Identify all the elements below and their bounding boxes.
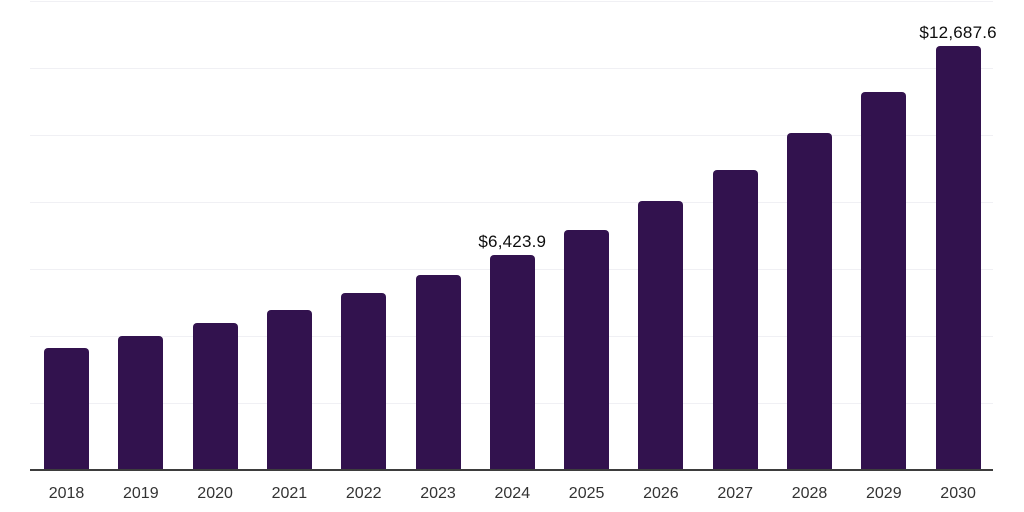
x-tick-2018: 2018 — [48, 485, 85, 502]
bar-2026 — [638, 201, 684, 470]
bar-2030 — [935, 45, 981, 470]
x-tick-2024: 2024 — [494, 485, 531, 502]
x-tick-2029: 2029 — [866, 485, 902, 502]
gridline — [30, 68, 993, 70]
x-tick-2027: 2027 — [717, 485, 753, 502]
bar-2022 — [341, 292, 387, 470]
bar-2029 — [861, 92, 907, 470]
x-tick-2028: 2028 — [791, 485, 828, 502]
bar-2018 — [44, 347, 89, 470]
bar-2020 — [192, 322, 238, 470]
bar-2021 — [266, 309, 312, 470]
x-tick-2030: 2030 — [940, 485, 976, 502]
bar-2025 — [564, 229, 610, 470]
bar-2023 — [415, 275, 461, 470]
bar-2019 — [118, 336, 164, 470]
gridline — [30, 135, 993, 136]
gridline — [30, 1, 993, 3]
x-tick-2025: 2025 — [568, 485, 605, 502]
x-tick-2020: 2020 — [197, 485, 233, 502]
bar-2028 — [787, 133, 832, 470]
x-axis-line — [30, 469, 993, 471]
bar-value-label: $12,687.6 — [919, 22, 997, 42]
x-tick-2022: 2022 — [345, 485, 382, 502]
bar-2027 — [712, 170, 758, 470]
x-tick-2026: 2026 — [643, 485, 679, 502]
bar-2024 — [489, 255, 535, 470]
x-tick-2023: 2023 — [420, 485, 456, 502]
x-tick-2019: 2019 — [123, 485, 159, 502]
x-tick-2021: 2021 — [271, 485, 308, 502]
gridline — [30, 201, 993, 203]
bar-value-label: $6,423.9 — [478, 232, 547, 252]
